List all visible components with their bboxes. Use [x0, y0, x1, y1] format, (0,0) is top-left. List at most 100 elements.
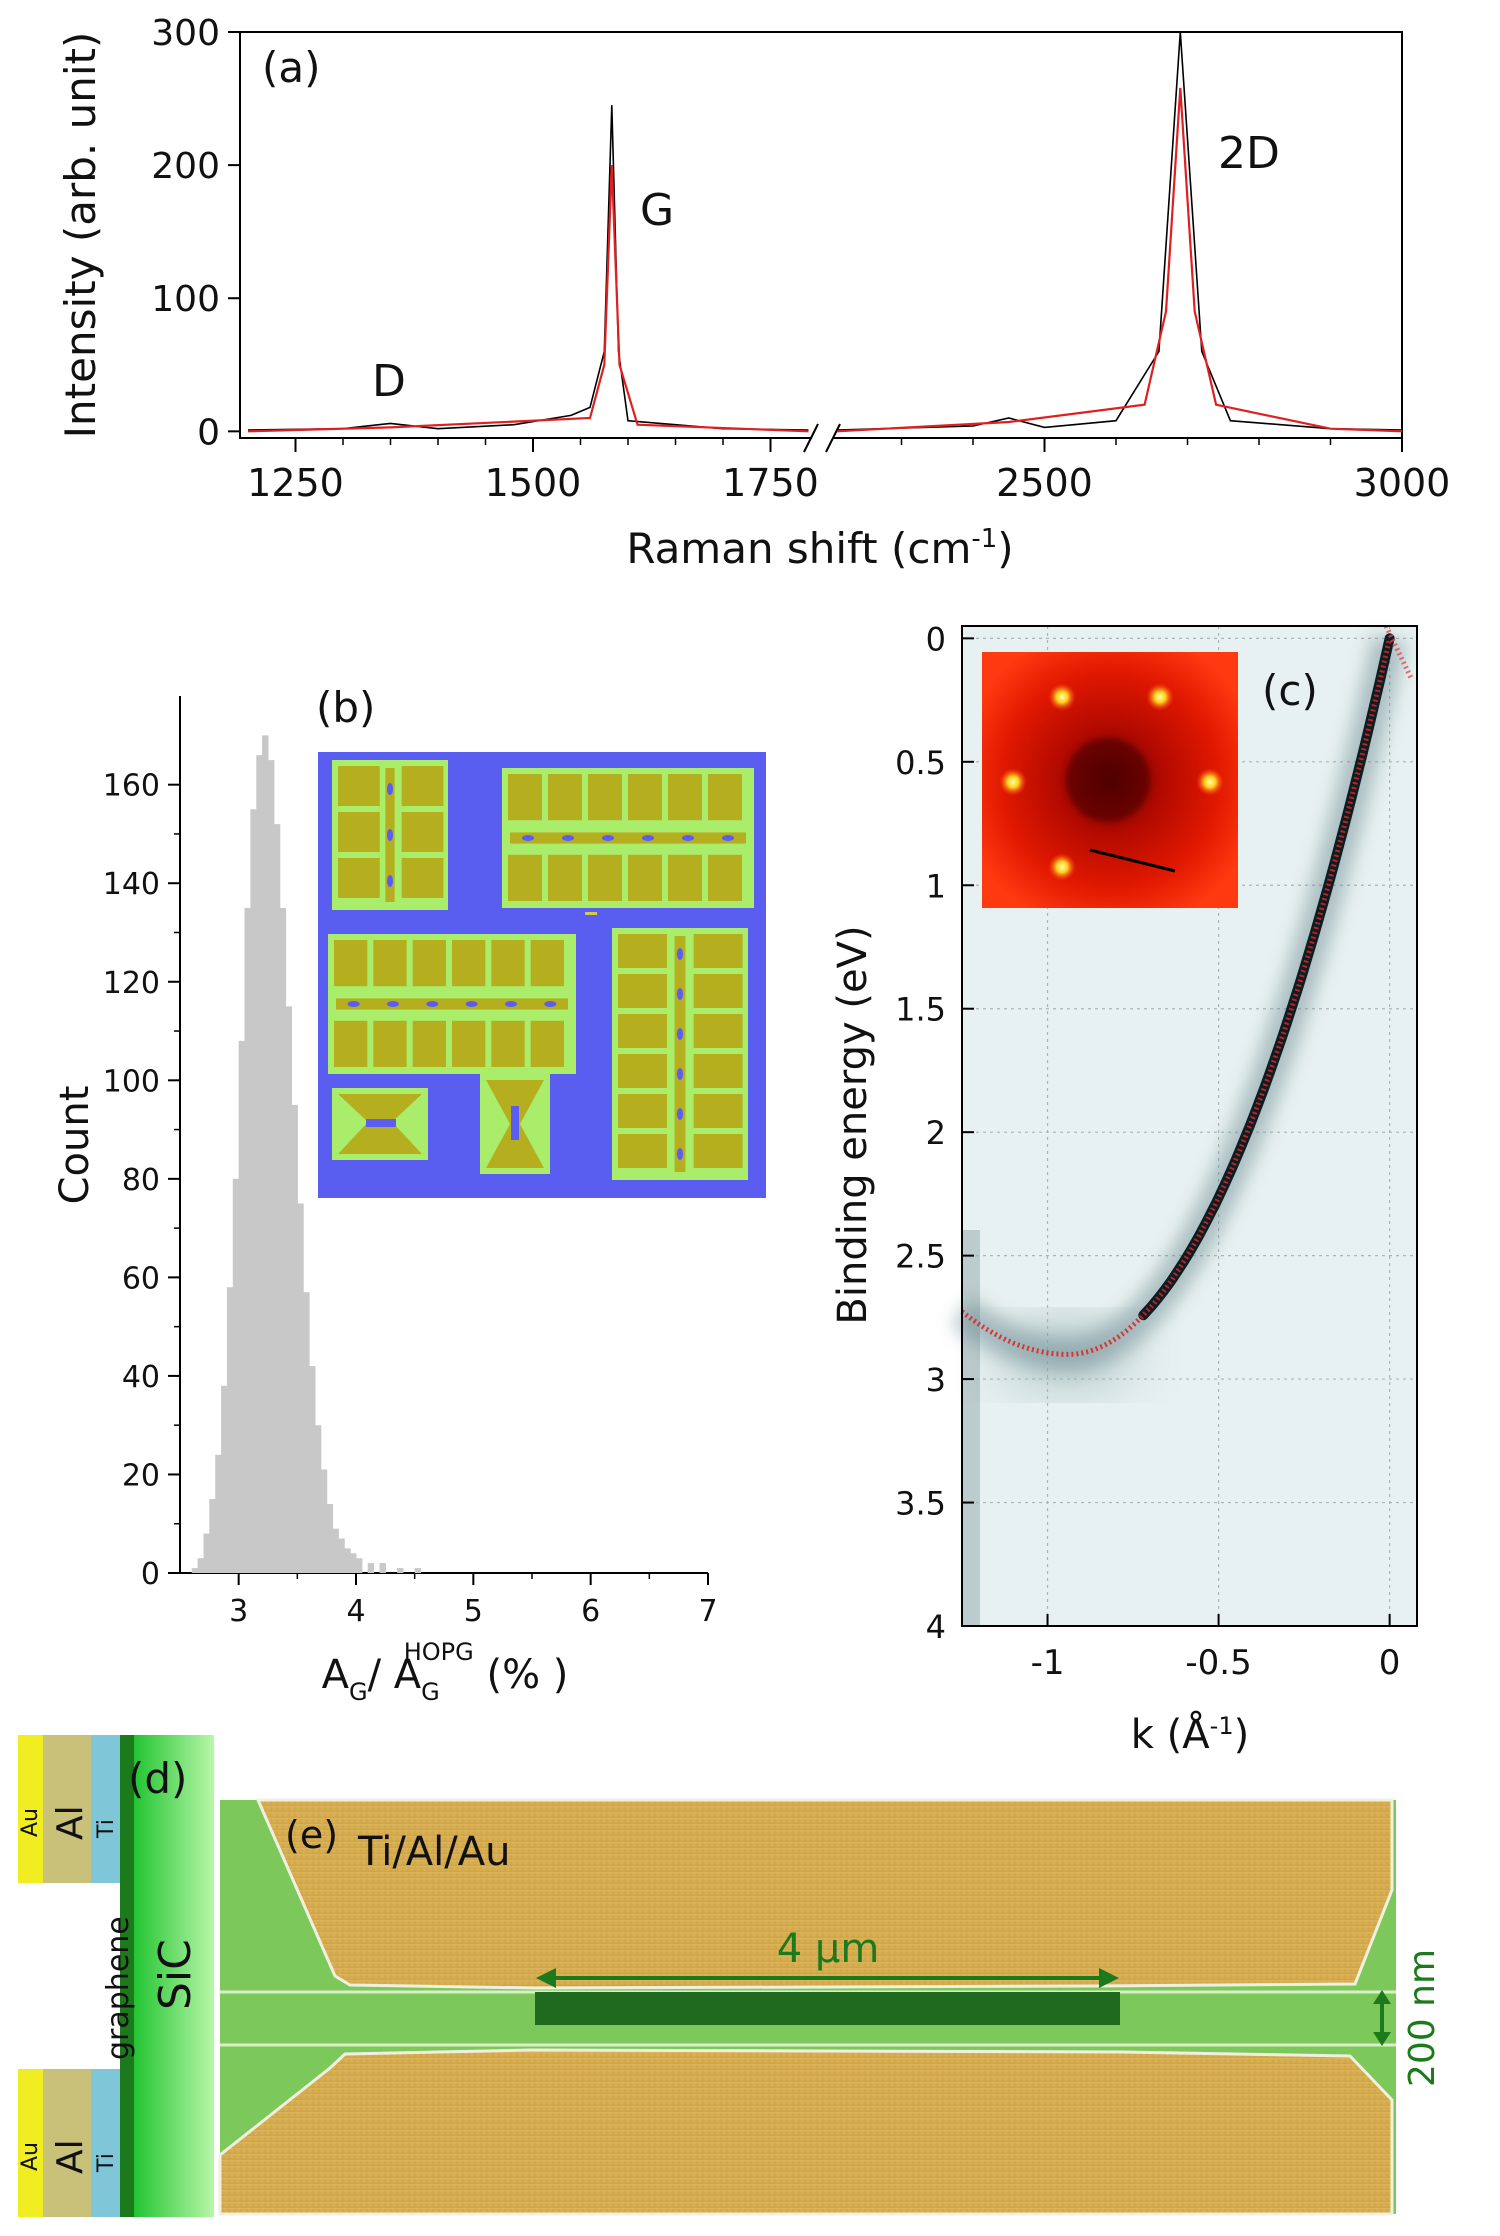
layout-channel — [510, 832, 746, 844]
k-point-spot — [1048, 853, 1076, 881]
layout-contact-pad — [618, 1014, 667, 1048]
al-layer-top — [43, 1735, 91, 1883]
histogram-bar — [250, 809, 257, 1573]
width-arrow-head-top — [1373, 1990, 1391, 2004]
arpes-y-tick-label: 2 — [926, 1114, 946, 1152]
layout-contact-pad — [548, 774, 582, 821]
graphene-label: graphene — [101, 1916, 136, 2060]
histogram-bar — [314, 1425, 322, 1573]
al-layer-bottom — [43, 2069, 91, 2217]
layout-graphene-dot — [387, 875, 393, 887]
histogram-bar — [209, 1499, 216, 1573]
histogram-bar — [344, 1548, 351, 1573]
histogram-bar — [279, 907, 287, 1573]
arpes-y-tick-label: 1.5 — [895, 991, 946, 1029]
layout-contact-pad — [618, 1134, 667, 1168]
histogram-bar — [244, 907, 251, 1573]
layout-contact-pad — [693, 1054, 743, 1088]
layout-contact-pad — [668, 854, 702, 901]
layout-graphene-dot — [366, 1119, 396, 1127]
k-point-spot — [999, 768, 1027, 796]
histogram-y-tick-label: 160 — [103, 769, 160, 804]
arpes-y-tick-label: 2.5 — [895, 1238, 946, 1276]
histogram-bar — [356, 1558, 363, 1573]
histogram-bar — [332, 1528, 339, 1573]
width-arrow-head-bottom — [1373, 2032, 1391, 2046]
layout-channel — [336, 998, 568, 1010]
raman-series-fit — [837, 87, 1403, 433]
histogram-bar — [262, 735, 269, 1573]
layout-graphene-dot — [426, 1001, 439, 1007]
histogram-y-tick-label: 60 — [122, 1261, 160, 1296]
raman-panel-label: (a) — [262, 43, 321, 92]
au-label-top: Au — [18, 1808, 43, 1837]
graphene-layer — [120, 1735, 134, 2217]
arpes-y-axis-label: Binding energy (eV) — [830, 925, 876, 1324]
length-arrow-head-left — [536, 1968, 556, 1988]
layout-graphene-dot — [722, 835, 734, 841]
layout-graphene-dot — [387, 1001, 399, 1007]
histogram-bar — [226, 1287, 234, 1573]
layout-graphene-dot — [677, 1028, 683, 1040]
layout-marker — [585, 912, 597, 915]
histogram-bar — [203, 1533, 210, 1573]
raman-series-measured — [247, 105, 809, 431]
histogram-bar — [320, 1469, 328, 1573]
device-layout-inset — [318, 752, 766, 1198]
al-label-bottom: Al — [50, 2139, 91, 2174]
arpes-x-axis-label: k (Å-1) — [1131, 1710, 1249, 1758]
layer-stack-panel-label: (d) — [128, 1754, 187, 1803]
layout-contact-pad — [401, 858, 444, 898]
histogram-bar — [397, 1568, 404, 1573]
sem-panel: (e) Ti/Al/Au 4 µm 200 nm — [218, 1798, 1443, 2216]
au-layer-bottom — [18, 2069, 43, 2217]
histogram-bar — [326, 1504, 334, 1573]
histogram-bar — [191, 1568, 199, 1573]
sic-label: SiC — [150, 1939, 201, 2010]
layout-contact-pad — [668, 774, 702, 821]
layout-graphene-dot — [642, 835, 654, 841]
raman-series-fit — [247, 165, 809, 433]
layout-contact-pad — [373, 940, 407, 987]
arpes-y-tick-label: 3.5 — [895, 1485, 946, 1523]
layout-graphene-dot — [677, 988, 683, 1000]
histogram-bar — [197, 1558, 204, 1573]
layout-contact-pad — [338, 812, 380, 852]
histogram-bar — [291, 1104, 298, 1573]
histogram-bar — [297, 1203, 304, 1573]
layout-contact-pad — [412, 1020, 446, 1067]
histogram-bar — [268, 760, 275, 1573]
histogram-y-tick-label: 20 — [122, 1458, 160, 1493]
layout-contact-pad — [588, 854, 622, 901]
layout-graphene-dot — [677, 1068, 683, 1080]
layout-contact-pad — [693, 934, 743, 968]
raman-x-tick-label: 3000 — [1354, 461, 1451, 505]
layout-contact-pad — [373, 1020, 407, 1067]
layout-contact-pad — [508, 854, 542, 901]
layout-contact-pad — [401, 812, 444, 852]
ti-layer-bottom — [91, 2069, 120, 2217]
histogram-y-axis-label: Count — [52, 1086, 98, 1205]
arpes-y-tick-label: 3 — [926, 1361, 946, 1399]
histogram-bar — [414, 1568, 422, 1573]
raman-x-tick-label: 2500 — [996, 461, 1093, 505]
arpes-y-tick-label: 4 — [926, 1608, 946, 1646]
layout-contact-pad — [530, 1020, 564, 1067]
layout-contact-pad — [693, 1134, 743, 1168]
layout-graphene-dot — [682, 835, 694, 841]
au-layer-top — [18, 1735, 43, 1883]
arpes-band-fit — [960, 637, 1393, 1357]
channel-length-label: 4 µm — [777, 1926, 880, 1972]
arpes-x-tick-label: 0 — [1379, 1643, 1401, 1683]
layout-contact-pad — [412, 940, 446, 987]
raman-y-tick-label: 100 — [151, 279, 220, 320]
layout-contact-pad — [708, 854, 742, 901]
raman-y-tick-label: 300 — [151, 13, 220, 54]
layout-contact-pad — [628, 854, 662, 901]
layout-graphene-dot — [677, 1108, 683, 1120]
k-point-spot — [1146, 683, 1174, 711]
layout-graphene-dot — [522, 835, 534, 841]
histogram-bar — [273, 824, 281, 1573]
arpes-y-tick-label: 1 — [926, 867, 946, 905]
histogram-bar — [367, 1563, 375, 1573]
